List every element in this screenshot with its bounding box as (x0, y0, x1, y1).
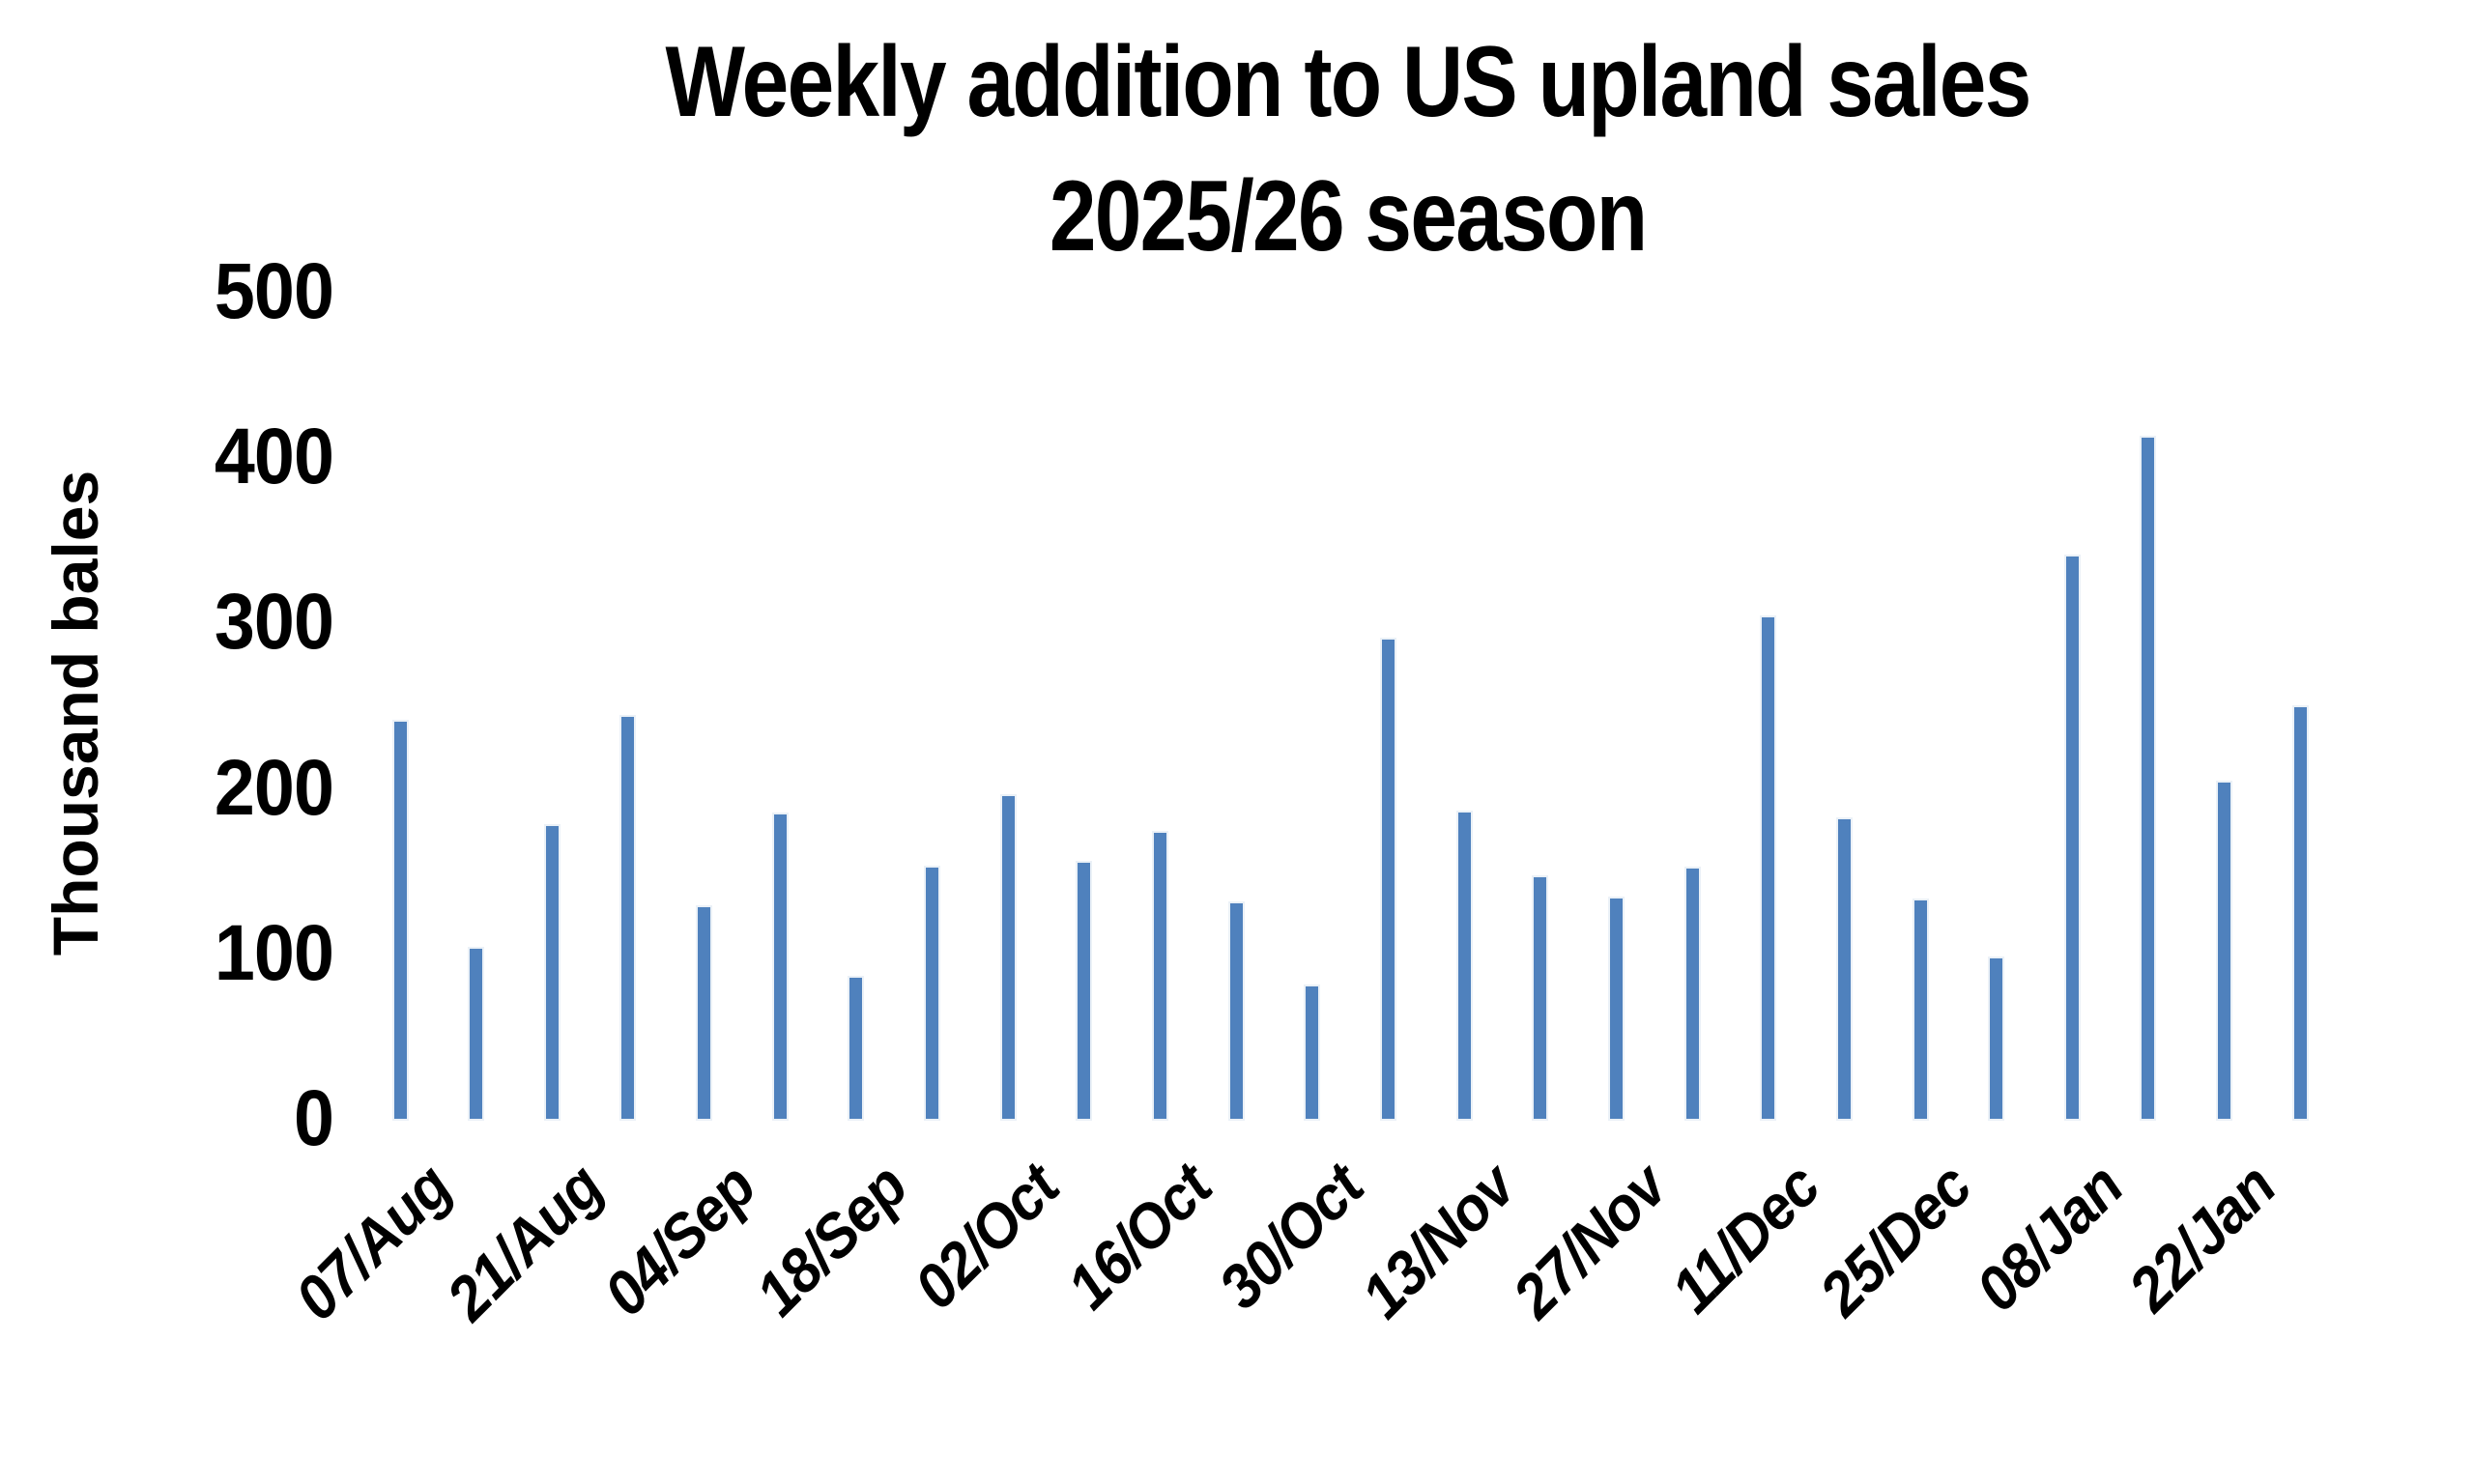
bar (1457, 813, 1471, 1119)
chart-title-line-1: Weekly addition to US upland sales (665, 26, 2032, 138)
bar (1001, 796, 1015, 1119)
bar (1685, 869, 1699, 1119)
x-tick-label: 07/Aug (281, 1151, 465, 1333)
chart-title: Weekly addition to US upland sales 2025/… (382, 15, 2315, 285)
y-tick-label: 0 (293, 1074, 334, 1162)
y-tick-label: 200 (214, 743, 334, 832)
bar (1609, 899, 1623, 1119)
y-tick-label: 100 (214, 908, 334, 997)
bar (1154, 832, 1166, 1119)
bar (2293, 706, 2307, 1119)
x-tick-label: 21/Aug (433, 1151, 617, 1333)
bar (393, 722, 407, 1119)
x-tick-label: 08/Jan (1963, 1151, 2137, 1325)
y-tick-label: 400 (214, 413, 334, 501)
chart-title-line-2: 2025/26 season (1050, 160, 1648, 273)
bar (1913, 900, 1927, 1119)
x-tick-label: 02/Oct (901, 1151, 1073, 1323)
bar (1078, 862, 1091, 1119)
x-tick-label: 30/Oct (1204, 1151, 1376, 1323)
x-tick-label: 25/Dec (1805, 1151, 1985, 1329)
bar (1534, 877, 1547, 1119)
bar (545, 825, 559, 1119)
bar (2065, 556, 2079, 1119)
bar (470, 948, 483, 1119)
bar (2218, 783, 2231, 1119)
bar (926, 867, 939, 1119)
bar (773, 813, 787, 1119)
y-tick-label: 300 (214, 578, 334, 667)
bar (2142, 437, 2155, 1119)
bar (1990, 957, 2003, 1119)
x-tick-label: 22/Jan (2114, 1151, 2288, 1325)
bar (1306, 986, 1319, 1119)
bar (849, 978, 863, 1119)
x-tick-label: 11/Dec (1656, 1151, 1832, 1327)
y-tick-label: 500 (214, 247, 334, 335)
bar (621, 716, 635, 1119)
x-tick-label: 16/Oct (1052, 1151, 1224, 1323)
bar (698, 906, 711, 1119)
bar (1837, 819, 1851, 1119)
bar (1381, 639, 1395, 1119)
bar (1229, 903, 1243, 1119)
x-tick-label: 04/Sep (590, 1151, 768, 1329)
bar (1762, 617, 1775, 1119)
x-tick-label: 27/Nov (1500, 1151, 1681, 1331)
x-tick-label: 18/Sep (741, 1151, 920, 1329)
x-tick-label: 13/Nov (1347, 1151, 1529, 1331)
